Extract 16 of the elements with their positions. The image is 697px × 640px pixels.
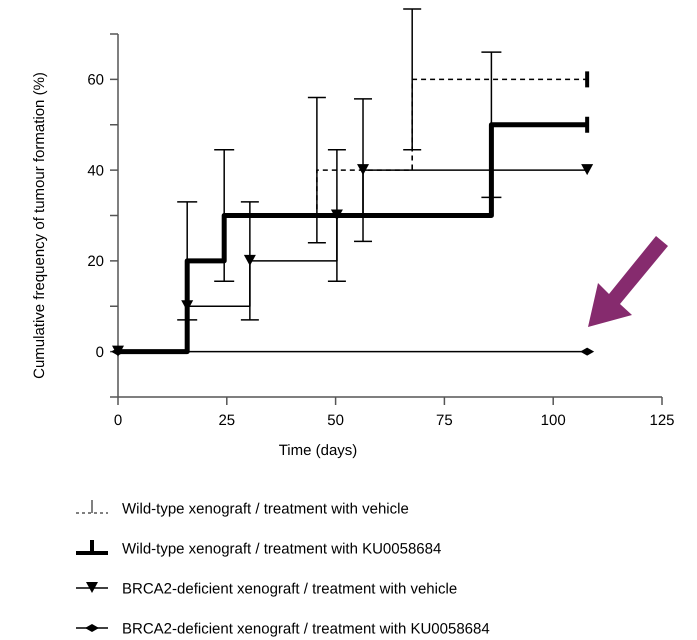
y-tick-label: 20 [87, 253, 104, 270]
legend-label: BRCA2-deficient xenograft / treatment with vehicle [122, 580, 458, 598]
x-tick-label: 100 [540, 412, 566, 429]
legend-label: BRCA2-deficient xenograft / treatment with KU0058684 [122, 620, 490, 638]
x-axis-title: Time (days) [278, 442, 358, 459]
legend-label: Wild-type xenograft / treatment with vehicle [122, 500, 409, 518]
x-tick-label: 0 [114, 412, 122, 429]
y-tick-label: 60 [87, 72, 104, 89]
y-tick-label: 40 [87, 162, 104, 180]
x-tick-label: 25 [218, 412, 236, 429]
x-tick-label: 75 [436, 412, 453, 429]
y-axis-title: Cumulative frequency of tumour formation (%) [31, 72, 48, 379]
x-tick-label: 125 [649, 412, 675, 429]
legend-label: Wild-type xenograft / treatment with KU0058684 [122, 540, 442, 558]
x-tick-label: 50 [327, 412, 344, 429]
y-tick-label: 0 [96, 344, 104, 361]
